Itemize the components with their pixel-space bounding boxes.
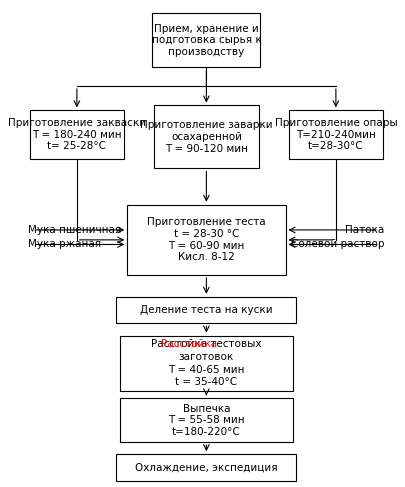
Text: Расстойка: Расстойка [161, 339, 217, 350]
Text: Мука ржаная: Мука ржаная [28, 240, 101, 249]
Text: Выпечка
Т = 55-58 мин
t=180-220°С: Выпечка Т = 55-58 мин t=180-220°С [168, 404, 245, 437]
Text: t = 35-40°С: t = 35-40°С [175, 377, 237, 387]
FancyBboxPatch shape [120, 336, 293, 391]
Text: Прием, хранение и
подготовка сырья к
производству: Прием, хранение и подготовка сырья к про… [151, 23, 261, 56]
Text: Приготовление закваски
Т = 180-240 мин
t= 25-28°С: Приготовление закваски Т = 180-240 мин t… [8, 118, 146, 151]
FancyBboxPatch shape [120, 398, 293, 442]
Text: Расстойка тестовых: Расстойка тестовых [151, 339, 262, 350]
Text: Деление теста на куски: Деление теста на куски [140, 305, 273, 315]
Text: Приготовление заварки
осахаренной
Т = 90-120 мин: Приготовление заварки осахаренной Т = 90… [140, 120, 273, 153]
FancyBboxPatch shape [30, 111, 124, 159]
FancyBboxPatch shape [117, 297, 296, 323]
FancyBboxPatch shape [117, 454, 296, 481]
FancyBboxPatch shape [127, 205, 286, 275]
Text: Приготовление опары
Т=210-240мин
t=28-30°С: Приготовление опары Т=210-240мин t=28-30… [275, 118, 397, 151]
FancyBboxPatch shape [289, 111, 383, 159]
FancyBboxPatch shape [152, 14, 260, 67]
Text: Охлаждение, экспедиция: Охлаждение, экспедиция [135, 463, 278, 472]
Text: Патока: Патока [345, 225, 384, 235]
Text: Приготовление теста
t = 28-30 °С
Т = 60-90 мин
Кисл. 8-12: Приготовление теста t = 28-30 °С Т = 60-… [147, 218, 266, 262]
Text: заготовок: заготовок [179, 352, 234, 362]
Text: Солевой раствор: Солевой раствор [291, 240, 384, 249]
FancyBboxPatch shape [154, 106, 258, 169]
Text: Мука пшеничная: Мука пшеничная [28, 225, 122, 235]
Text: Т = 40-65 мин: Т = 40-65 мин [168, 365, 245, 375]
